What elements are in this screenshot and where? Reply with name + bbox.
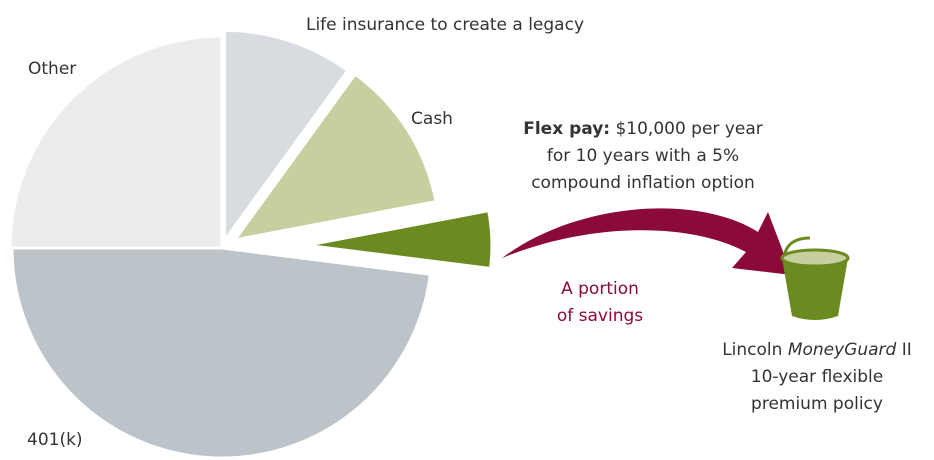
portion-note: of savings (557, 306, 643, 326)
slice-label: 401(k) (27, 430, 83, 450)
flex-pay-text: compound inflation option (531, 173, 755, 193)
policy-text: 10-year flexible (751, 367, 883, 387)
policy-brand: MoneyGuard (788, 340, 897, 360)
pie-slice (222, 28, 351, 246)
bucket (780, 236, 850, 320)
flex-pay-label: Flex pay: (523, 119, 610, 139)
policy-text: premium policy (751, 394, 883, 414)
policy-suffix: II (896, 340, 911, 360)
pie-slice (231, 72, 438, 243)
flex-pay-text: for 10 years with a 5% (547, 146, 739, 166)
flex-pay-note: Flex pay: $10,000 per year (523, 119, 763, 139)
policy-prefix: Lincoln (722, 340, 788, 360)
slice-label: Other (28, 59, 76, 79)
slice-label: Life insurance to create a legacy (306, 15, 584, 35)
slice-label: Cash (411, 109, 453, 129)
pie-slice (306, 208, 494, 271)
pie (8, 28, 494, 460)
portion-note: A portion (561, 279, 639, 299)
flex-pay-text: $10,000 per year (610, 119, 763, 139)
pie-slice (8, 34, 224, 250)
pie-slice (10, 246, 433, 460)
arrow (502, 208, 792, 275)
policy-title: Lincoln MoneyGuard II (722, 340, 912, 360)
